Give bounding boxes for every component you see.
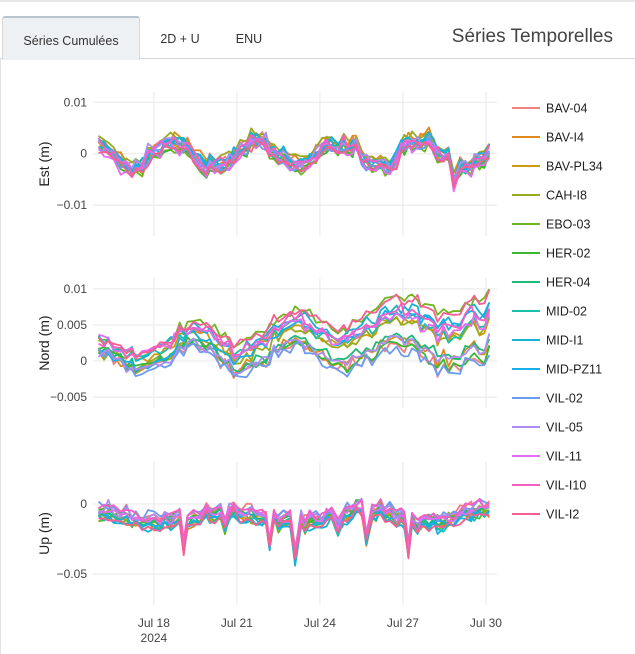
legend-item-label: MID-02 (546, 305, 587, 319)
panel-lines (97, 288, 491, 379)
series-line (98, 498, 490, 554)
series-line (97, 127, 491, 174)
legend-item-label: VIL-I10 (546, 479, 586, 493)
series-line (98, 302, 491, 360)
legend-item-label: VIL-02 (546, 392, 583, 406)
y-tick-label: 0.005 (57, 318, 87, 332)
x-tick-label: Jul 21 (221, 616, 253, 630)
legend-item-label: BAV-04 (546, 102, 588, 116)
x-tick-year-label: 2024 (141, 631, 168, 645)
x-tick-label: Jul 18 (138, 616, 170, 630)
series-line (97, 289, 491, 358)
legend-item-label: VIL-I2 (546, 508, 579, 522)
tab-enu[interactable]: ENU (235, 32, 263, 46)
series-line (97, 333, 491, 376)
app-title: Séries Temporelles (451, 26, 613, 47)
series-line (98, 506, 490, 560)
tab-bar: Séries Cumulées 2D + U ENU Séries Tempor… (0, 2, 635, 60)
legend-item-label: BAV-PL34 (546, 160, 603, 174)
panel-lines (97, 497, 490, 567)
y-tick-label: 0.01 (64, 95, 88, 109)
y-tick-label: 0.01 (64, 282, 88, 296)
series-line (98, 133, 491, 188)
panel-lines (97, 126, 491, 193)
tab-2d-u[interactable]: 2D + U (160, 32, 200, 46)
legend-item-label: VIL-11 (546, 450, 582, 464)
top-border (0, 0, 635, 2)
legend-item-label: CAH-I8 (546, 189, 587, 203)
series-line (98, 139, 490, 189)
x-tick-label: Jul 24 (304, 616, 336, 630)
legend-item-label: HER-04 (546, 276, 591, 290)
legend-item-label: EBO-03 (546, 218, 591, 232)
legend-item-label: BAV-I4 (546, 131, 584, 145)
frame-border (0, 58, 1, 654)
legend-item-label: HER-02 (546, 247, 591, 261)
y-tick-label: 0 (80, 497, 87, 511)
x-tick-label: Jul 27 (387, 616, 419, 630)
y-tick-label: −0.01 (57, 198, 88, 212)
legend-item-label: MID-PZ11 (546, 363, 602, 377)
y-axis-label: Up (m) (36, 512, 52, 555)
y-axis-label: Nord (m) (36, 315, 52, 370)
y-axis-label: Est (m) (36, 141, 52, 186)
series-line (97, 332, 491, 374)
series-line (97, 309, 491, 371)
y-tick-label: 0 (80, 147, 87, 161)
legend-item-label: MID-I1 (546, 334, 584, 348)
series-line (98, 312, 491, 360)
y-tick-label: 0 (80, 354, 87, 368)
y-tick-label: −0.005 (50, 390, 87, 404)
y-tick-label: −0.05 (57, 567, 88, 581)
x-tick-label: Jul 30 (470, 616, 502, 630)
tab-series-cumulees[interactable]: Séries Cumulées (2, 16, 140, 60)
legend-item-label: VIL-05 (546, 421, 583, 435)
